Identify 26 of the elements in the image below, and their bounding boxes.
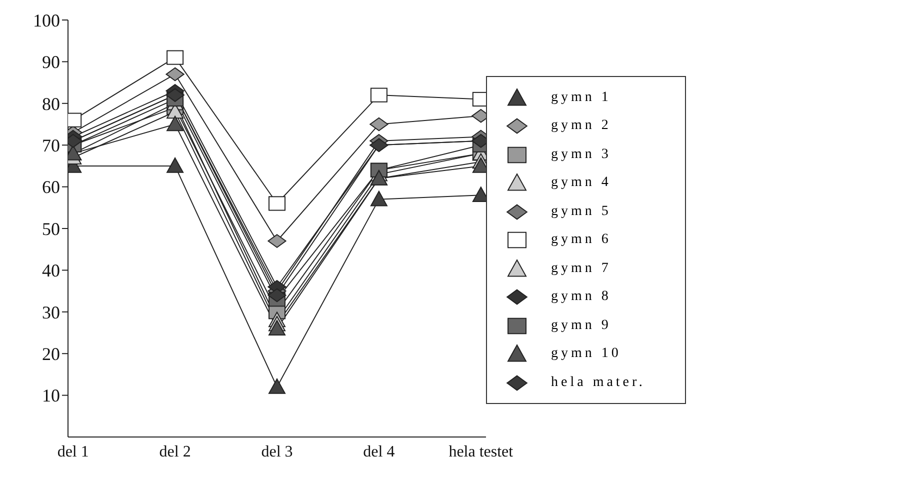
legend-label: gymn 9 xyxy=(551,318,612,334)
legend-label: hela mater. xyxy=(551,374,646,390)
legend-label: gymn 8 xyxy=(551,289,612,305)
y-tick-label: 70 xyxy=(42,135,60,156)
y-tick-label: 20 xyxy=(42,344,60,364)
y-tick-label: 30 xyxy=(42,302,60,322)
legend-label: gymn 3 xyxy=(551,146,612,162)
y-tick-label: 10 xyxy=(42,386,60,406)
y-tick-label: 90 xyxy=(42,52,60,72)
x-tick-label: del 2 xyxy=(159,443,191,460)
x-tick-label: hela testet xyxy=(448,443,514,460)
legend-label: gymn 5 xyxy=(551,204,612,220)
legend-label: gymn 6 xyxy=(551,232,612,248)
y-tick-label: 50 xyxy=(42,218,60,239)
legend-label: gymn 4 xyxy=(551,175,612,191)
legend-label: gymn 7 xyxy=(551,260,612,276)
y-tick-label: 80 xyxy=(42,94,60,114)
x-tick-label: del 4 xyxy=(363,443,395,460)
x-tick-label: del 3 xyxy=(261,443,293,460)
legend-label: gymn 2 xyxy=(551,118,612,134)
legend-label: gymn 10 xyxy=(551,346,622,362)
x-tick-label: del 1 xyxy=(57,443,89,460)
legend-label: gymn 1 xyxy=(551,90,612,106)
y-tick-label: 60 xyxy=(42,177,60,198)
y-tick-label: 100 xyxy=(33,10,60,30)
y-tick-label: 40 xyxy=(42,260,60,281)
